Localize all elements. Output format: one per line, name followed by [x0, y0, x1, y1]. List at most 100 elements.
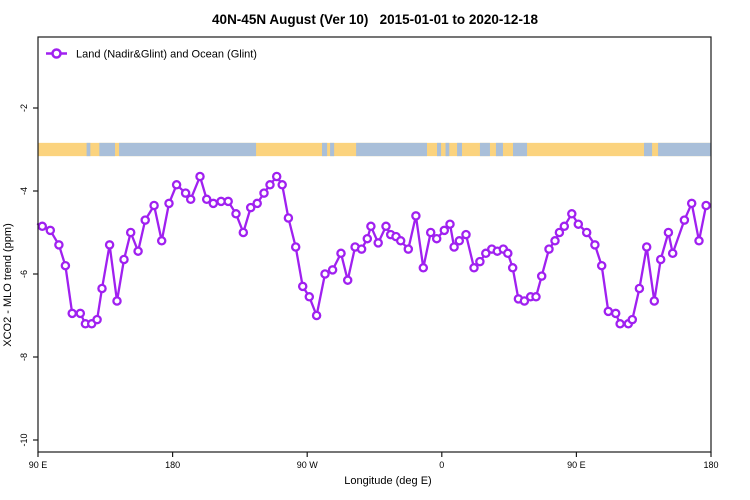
data-point-marker	[475, 256, 485, 267]
data-point-marker	[320, 269, 330, 279]
data-point-marker	[97, 283, 107, 294]
data-point-marker	[686, 198, 697, 209]
ocean-segment	[457, 142, 462, 157]
y-axis-label: XCO2 - MLO trend (ppm)	[2, 223, 14, 346]
ocean-segment	[330, 142, 335, 157]
data-point-marker	[554, 227, 565, 238]
data-point-marker	[119, 254, 129, 265]
data-point-marker	[304, 292, 315, 302]
chart-title: 40N-45N August (Ver 10) 2015-01-01 to 20…	[212, 12, 538, 27]
data-series	[36, 171, 711, 329]
ocean-segment	[86, 142, 91, 157]
data-point-marker	[125, 227, 136, 238]
data-point-marker	[431, 233, 442, 244]
x-tick-label: 90 E	[29, 460, 48, 470]
data-point-marker	[461, 229, 471, 240]
data-point-marker	[411, 211, 421, 221]
data-point-marker	[259, 188, 269, 198]
data-point-marker	[356, 244, 367, 254]
land-ocean-band	[38, 142, 711, 157]
y-tick-label: -6	[19, 270, 29, 278]
data-point-marker	[559, 221, 570, 232]
ocean-segment	[119, 142, 257, 157]
data-point-marker	[133, 246, 143, 256]
data-point-marker	[445, 219, 455, 229]
ocean-segment	[495, 142, 503, 157]
axis-ticks: 90 E 180 90 W 0 90 E 180 -2 -4 -6 -8 -10	[19, 104, 719, 470]
data-point-marker	[679, 215, 690, 225]
legend: Land (Nadir&Glint) and Ocean (Glint)	[46, 48, 257, 61]
y-tick-label: -4	[19, 187, 29, 195]
x-tick-label: 180	[703, 460, 718, 470]
data-point-marker	[418, 263, 429, 273]
data-point-marker	[180, 188, 191, 198]
data-point-marker	[655, 254, 666, 265]
data-point-marker	[701, 200, 711, 211]
ocean-segment	[437, 142, 442, 157]
data-point-marker	[425, 227, 436, 238]
data-point-marker	[342, 275, 353, 285]
data-point-marker	[265, 180, 275, 190]
ocean-segment	[479, 142, 490, 157]
data-point-marker	[208, 198, 219, 209]
data-point-marker	[507, 263, 518, 273]
data-point-marker	[615, 319, 625, 329]
data-point-marker	[297, 281, 308, 292]
data-point-marker	[92, 314, 102, 325]
data-point-marker	[75, 308, 86, 319]
data-point-marker	[373, 238, 383, 248]
data-point-marker	[140, 215, 150, 225]
data-point-marker	[245, 202, 256, 213]
data-point-marker	[60, 260, 71, 271]
data-point-marker	[238, 227, 249, 238]
ocean-segment	[322, 142, 328, 157]
data-point-marker	[603, 306, 614, 317]
data-point-marker	[544, 244, 554, 254]
data-point-marker	[439, 225, 450, 236]
data-point-marker	[649, 296, 660, 306]
x-tick-label: 0	[439, 460, 444, 470]
data-point-marker	[290, 242, 301, 252]
data-point-marker	[252, 198, 262, 209]
data-point-marker	[223, 196, 233, 207]
data-point-marker	[67, 308, 77, 319]
data-point-marker	[277, 180, 287, 190]
data-point-marker	[327, 265, 338, 275]
data-point-marker	[667, 248, 678, 259]
data-point-marker	[336, 248, 346, 259]
data-point-marker	[403, 244, 414, 254]
data-point-marker	[610, 308, 621, 319]
data-point-marker	[634, 283, 645, 294]
data-point-marker	[536, 271, 547, 281]
data-point-marker	[45, 225, 56, 236]
data-point-marker	[271, 171, 282, 182]
data-point-marker	[112, 296, 122, 306]
ocean-segment	[658, 142, 711, 157]
data-point-marker	[149, 200, 159, 211]
data-point-marker	[381, 221, 391, 232]
x-tick-label: 180	[165, 460, 180, 470]
data-point-marker	[519, 296, 530, 306]
data-point-marker	[567, 209, 577, 219]
x-tick-label: 90 W	[297, 460, 319, 470]
data-point-marker	[550, 236, 560, 246]
data-point-marker	[454, 236, 465, 246]
data-point-marker	[311, 310, 322, 321]
data-point-marker	[481, 248, 491, 259]
data-point-marker	[366, 221, 376, 232]
data-point-marker	[37, 221, 48, 232]
y-tick-label: -10	[19, 433, 29, 446]
data-point-marker	[469, 263, 479, 273]
x-axis-label: Longitude (deg E)	[344, 475, 431, 487]
data-point-marker	[104, 240, 115, 250]
ocean-segment	[99, 142, 116, 157]
data-point-marker	[195, 171, 205, 182]
legend-label: Land (Nadir&Glint) and Ocean (Glint)	[76, 49, 257, 61]
ocean-segment	[643, 142, 653, 157]
data-point-marker	[156, 236, 167, 246]
data-point-marker	[231, 209, 241, 219]
data-point-marker	[283, 213, 294, 223]
data-point-marker	[54, 240, 64, 250]
